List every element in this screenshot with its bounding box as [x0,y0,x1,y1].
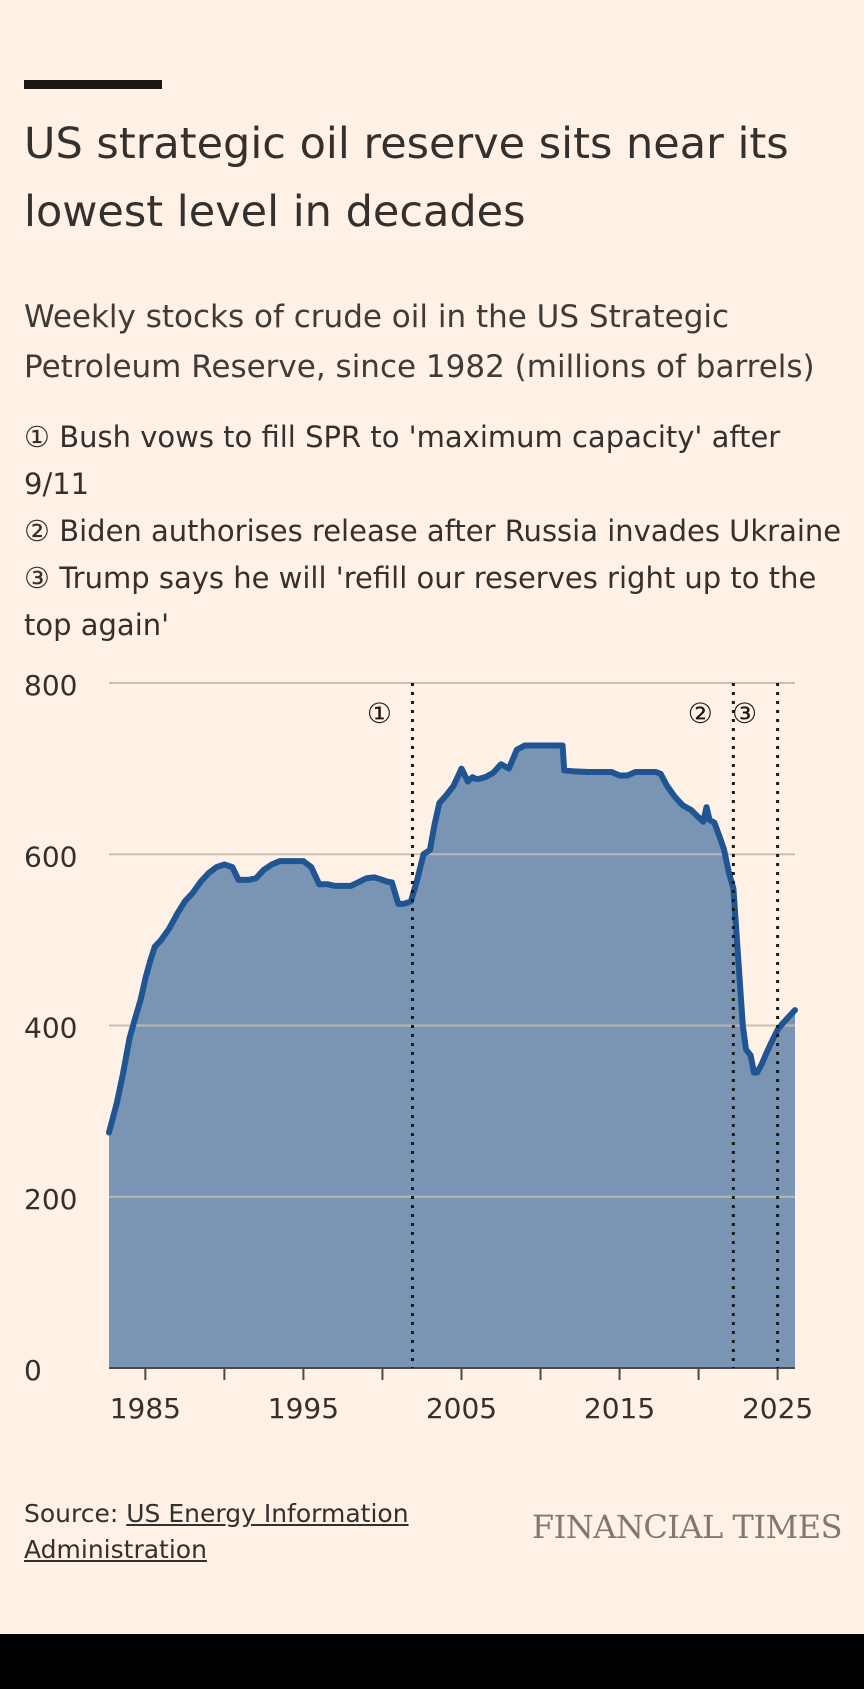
brand-logo: FINANCIAL TIMES [531,1508,843,1546]
y-tick-label: 600 [24,840,77,873]
event-marker-label: ③ [732,697,757,730]
x-tick-label: 1985 [110,1392,181,1420]
x-tick-label: 2025 [742,1392,813,1420]
annotation-note: ③ Trump says he will 'refill our reserve… [24,555,854,649]
bottom-bar [0,1634,864,1689]
source-link[interactable]: US Energy Information Administration [24,1499,409,1564]
area-fill [109,745,795,1368]
y-tick-label: 400 [24,1012,77,1045]
source-label: Source: [24,1499,127,1528]
series-line [106,742,798,1136]
chart-subtitle: Weekly stocks of crude oil in the US Str… [24,299,815,385]
annotation-marker: ③ [24,561,50,595]
y-tick-label: 0 [24,1354,42,1387]
annotation-list: ① Bush vows to fill SPR to 'maximum capa… [24,414,854,649]
x-tick-label: 1995 [268,1392,339,1420]
annotation-marker: ① [24,420,50,454]
y-tick-label: 200 [24,1183,77,1216]
source-note: Source: US Energy Information Administra… [24,1496,484,1568]
annotation-note: ① Bush vows to fill SPR to 'maximum capa… [24,414,854,508]
annotation-text: Biden authorises release after Russia in… [59,514,842,548]
x-tick-label: 2005 [426,1392,497,1420]
annotation-marker: ② [24,514,50,548]
top-rule [24,80,162,89]
annotation-text: Bush vows to fill SPR to 'maximum capaci… [24,420,781,501]
chart: 0 200 400 600 800 1985 1995 2005 2015 2025 ① ② ③ [0,640,864,1420]
annotation-text: Trump says he will 'refill our reserves … [24,561,817,642]
x-tick-label: 2015 [584,1392,655,1420]
event-marker-label: ① [367,697,392,730]
event-marker-label: ② [688,697,713,730]
chart-svg: 0 200 400 600 800 1985 1995 2005 2015 2025 ① ② ③ [24,669,813,1420]
y-tick-label: 800 [24,669,77,702]
annotation-note: ② Biden authorises release after Russia … [24,508,854,555]
chart-title: US strategic oil reserve sits near its l… [24,119,789,237]
